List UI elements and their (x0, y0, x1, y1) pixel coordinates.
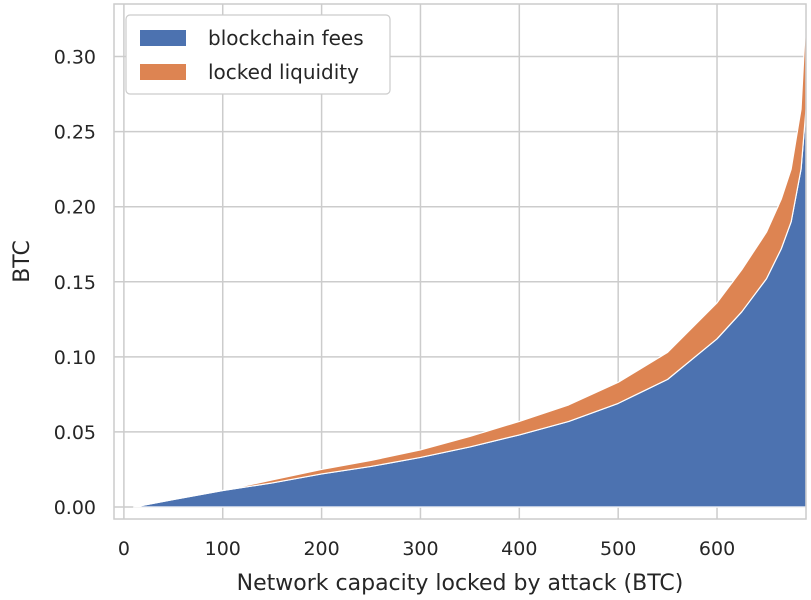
legend-label-locked-liquidity: locked liquidity (208, 60, 359, 84)
x-tick-label-2: 200 (303, 538, 339, 560)
x-tick-label-1: 100 (205, 538, 241, 560)
y-tick-label-4: 0.20 (54, 197, 96, 219)
x-tick-label-5: 500 (600, 538, 636, 560)
gridlines (114, 4, 806, 519)
y-axis-label: BTC (10, 240, 35, 283)
legend-swatch-blockchain-fees (140, 30, 186, 46)
legend-label-blockchain-fees: blockchain fees (208, 26, 364, 50)
x-axis-label: Network capacity locked by attack (BTC) (237, 571, 684, 596)
y-tick-labels: 0.00 0.05 0.10 0.15 0.20 0.25 0.30 (54, 47, 96, 519)
y-tick-label-3: 0.15 (54, 272, 96, 294)
legend-box (125, 14, 391, 95)
x-tick-label-3: 300 (402, 538, 438, 560)
x-tick-label-4: 400 (501, 538, 537, 560)
legend: blockchain fees locked liquidity (125, 14, 391, 95)
y-tick-label-2: 0.10 (54, 347, 96, 369)
plot-frame (113, 3, 807, 520)
y-tick-label-0: 0.00 (54, 497, 96, 519)
x-tick-label-0: 0 (118, 538, 130, 560)
x-tick-labels: 0 100 200 300 400 500 600 (118, 538, 735, 560)
legend-swatch-locked-liquidity (140, 64, 186, 80)
x-tick-label-6: 600 (699, 538, 735, 560)
y-tick-label-6: 0.30 (54, 47, 96, 69)
y-tick-label-5: 0.25 (54, 122, 96, 144)
y-tick-label-1: 0.05 (54, 422, 96, 444)
